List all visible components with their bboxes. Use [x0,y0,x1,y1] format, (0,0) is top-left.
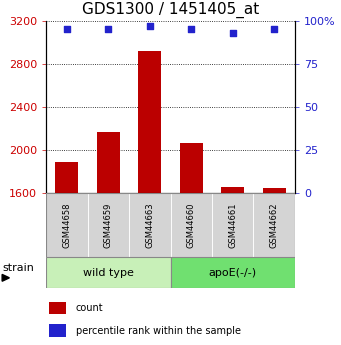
Point [147,23,152,29]
Point [230,30,235,36]
Text: apoE(-/-): apoE(-/-) [209,268,257,277]
Bar [170,193,212,257]
Text: GSM44658: GSM44658 [62,203,71,248]
Bar [138,51,161,193]
Bar [129,193,170,257]
Text: GSM44660: GSM44660 [187,203,196,248]
Point [271,27,277,32]
Text: strain: strain [2,263,34,273]
Bar [48,302,66,314]
Text: count: count [76,303,104,313]
Point [106,27,111,32]
Bar [221,187,244,193]
Bar [55,162,78,193]
Bar [46,257,170,288]
Text: percentile rank within the sample: percentile rank within the sample [76,326,241,335]
Bar [170,257,295,288]
Bar [46,193,88,257]
Text: GSM44662: GSM44662 [270,203,279,248]
Text: GSM44659: GSM44659 [104,203,113,248]
Bar [212,193,253,257]
Bar [88,193,129,257]
Text: GSM44663: GSM44663 [145,202,154,248]
Bar [263,188,286,193]
Polygon shape [2,274,10,281]
Text: wild type: wild type [83,268,134,277]
Point [189,27,194,32]
Bar [253,193,295,257]
Bar [48,324,66,337]
Point [64,27,70,32]
Bar [180,143,203,193]
Text: GSM44661: GSM44661 [228,203,237,248]
Title: GDS1300 / 1451405_at: GDS1300 / 1451405_at [82,2,259,18]
Bar [97,132,120,193]
